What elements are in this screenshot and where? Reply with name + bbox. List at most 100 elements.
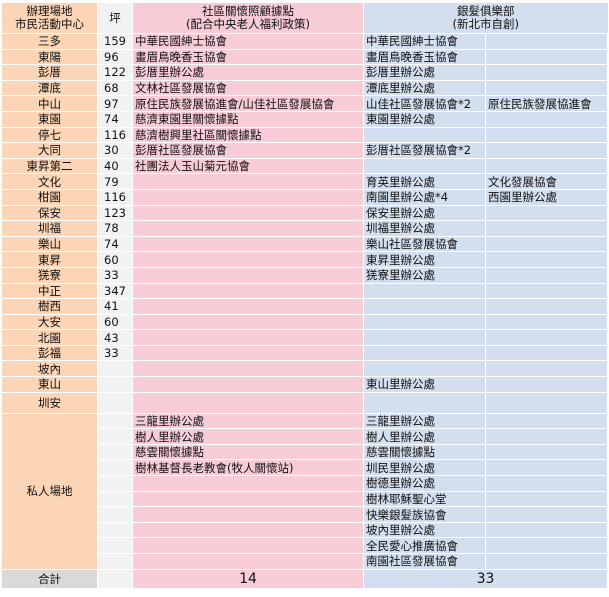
care-point <box>132 360 364 378</box>
care-point: 三龍里辦公處 <box>132 412 364 430</box>
table-row: 潭底 68 文林社區發展協會 潭底里辦公處 <box>1 79 609 97</box>
silver-club-primary <box>363 313 486 331</box>
care-point: 樹人里辦公處 <box>132 428 364 445</box>
total-club-count: 33 <box>362 568 609 589</box>
silver-club-primary: 東園里辦公處 <box>363 110 486 128</box>
care-point <box>132 329 364 346</box>
private-row: 私人場地 三龍里辦公處 三龍里辦公處 <box>1 412 609 570</box>
silver-club-primary <box>363 344 486 362</box>
venue-name: 北園 <box>1 329 98 346</box>
table-row: 東山 東山里辦公處 <box>1 376 609 393</box>
silver-club-primary: 樹德里辦公處 <box>363 475 486 492</box>
table-row: 停七 116 慈濟樹興里社區關懷據點 <box>1 126 609 144</box>
venue-name: 潭底 <box>1 79 98 97</box>
care-point <box>132 173 364 190</box>
total-care-count: 14 <box>132 568 364 589</box>
silver-club-secondary <box>484 220 609 237</box>
venue-name: 東昇第二 <box>1 157 98 175</box>
private-row: 南園社區發展協會 <box>2 553 609 570</box>
care-point <box>132 282 364 300</box>
venue-name: 彭福 <box>1 344 98 362</box>
venue-name: 文化 <box>1 173 98 190</box>
silver-club-secondary <box>484 360 609 378</box>
table-row: 彭厝 122 彭厝里辦公處 彭厝里辦公處 <box>1 64 609 81</box>
care-point <box>132 521 364 539</box>
care-point: 彭厝里辦公處 <box>132 64 364 81</box>
care-point <box>132 490 364 508</box>
silver-club-secondary <box>484 110 609 128</box>
care-point <box>132 235 364 253</box>
silver-club-primary <box>363 126 486 144</box>
silver-club-primary <box>363 282 486 300</box>
table-row: 北園 43 <box>1 329 609 346</box>
table-row: 坡內 <box>1 360 609 378</box>
silver-club-secondary <box>484 313 609 331</box>
care-point: 社團法人玉山菊元協會 <box>132 157 364 175</box>
private-row: 樹德里辦公處 <box>2 475 609 492</box>
header-club-line1: 銀髮俱樂部 <box>457 4 515 18</box>
silver-club-primary: 快樂銀髮族協會 <box>363 506 486 523</box>
silver-club-primary: 南園里辦公處*4 <box>363 188 486 206</box>
private-row: 坡內里辦公處 <box>2 521 609 539</box>
care-point: 樹林基督長老教會(牧人關懷站) <box>132 459 364 477</box>
private-row: 樹林基督長老教會(牧人關懷站) 圳民里辦公處 <box>2 459 609 477</box>
table-row: 猐寮 33 猐寮里辦公處 <box>1 266 609 284</box>
care-point: 文林社區發展協會 <box>132 79 364 97</box>
silver-club-secondary <box>484 204 609 222</box>
silver-club-primary: 三龍里辦公處 <box>363 412 486 430</box>
table-row: 樂山 74 樂山社區發展協會 <box>1 235 609 253</box>
silver-club-secondary <box>484 459 609 477</box>
venue-name: 停七 <box>1 126 98 144</box>
venue-area: 33 <box>97 266 133 284</box>
table-row: 大同 30 彭厝社區發展協會 彭厝社區發展協會*2 <box>1 142 609 159</box>
silver-club-secondary <box>484 344 609 362</box>
silver-club-primary <box>363 360 486 378</box>
silver-club-primary: 中華民國紳士協會 <box>363 33 486 50</box>
header-venue-line2: 市民活動中心 <box>15 17 84 31</box>
silver-club-primary <box>363 157 486 175</box>
venue-area: 68 <box>97 79 133 97</box>
silver-club-secondary <box>484 48 609 66</box>
table-row: 圳安 <box>1 391 609 414</box>
silver-club-secondary <box>484 298 609 315</box>
venue-area: 122 <box>97 64 133 81</box>
total-area <box>97 568 133 589</box>
table-row: 中正 347 <box>1 282 609 300</box>
header-silver-club: 銀髮俱樂部 (新北市自創) <box>362 2 608 34</box>
silver-club-secondary: 原住民族發展協進會 <box>484 95 609 112</box>
private-area <box>97 553 133 570</box>
silver-club-secondary <box>484 251 609 268</box>
table-row: 柑園 116 南園里辦公處*4 西園里辦公處 <box>1 188 609 206</box>
venue-area <box>97 360 133 378</box>
silver-club-primary: 坡內里辦公處 <box>363 521 486 539</box>
silver-club-secondary <box>484 506 609 523</box>
silver-club-primary <box>363 391 486 414</box>
care-point: 慈濟樹興里社區關懷據點 <box>132 126 364 144</box>
venue-area: 60 <box>97 251 133 268</box>
care-point <box>132 391 364 414</box>
silver-club-secondary <box>484 490 609 508</box>
venue-area <box>97 376 133 393</box>
venue-name: 東園 <box>1 110 98 128</box>
venue-area <box>97 391 133 414</box>
venue-area: 60 <box>97 313 133 331</box>
silver-club-secondary <box>484 282 609 300</box>
silver-club-primary: 保安里辦公處 <box>363 204 486 222</box>
care-point <box>132 220 364 237</box>
silver-club-secondary <box>484 79 609 97</box>
care-point <box>132 344 364 362</box>
silver-club-secondary <box>484 266 609 284</box>
venue-area: 116 <box>97 126 133 144</box>
venue-name: 東昇 <box>1 251 98 268</box>
venue-area: 96 <box>97 48 133 66</box>
silver-club-primary: 樂山社區發展協會 <box>363 235 486 253</box>
total-row: 合計 14 33 <box>1 568 609 589</box>
silver-club-primary: 樹人里辦公處 <box>363 428 486 445</box>
venue-area: 74 <box>97 110 133 128</box>
venue-name: 東山 <box>1 376 98 393</box>
care-point: 中華民國紳士協會 <box>132 33 364 50</box>
venue-area: 347 <box>97 282 133 300</box>
silver-club-secondary <box>484 553 609 570</box>
silver-club-secondary <box>484 376 609 393</box>
silver-club-secondary <box>484 329 609 346</box>
